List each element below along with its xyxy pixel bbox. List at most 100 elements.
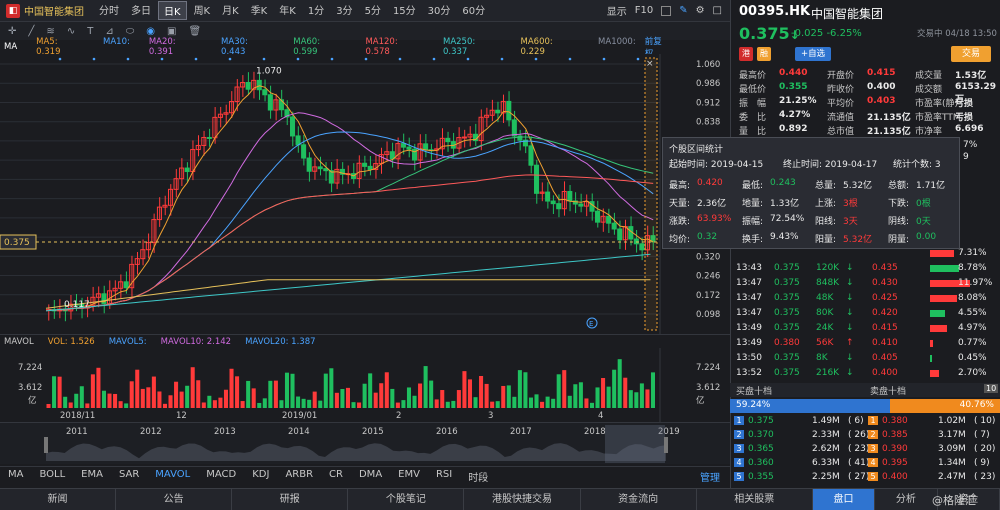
- period-tab[interactable]: 日K: [158, 1, 187, 20]
- display-menu[interactable]: 显示: [606, 7, 627, 18]
- candle-body[interactable]: [229, 101, 235, 114]
- candle-body[interactable]: [500, 100, 506, 114]
- bottom-tab[interactable]: 资金: [938, 489, 1000, 510]
- candle-body[interactable]: [328, 170, 334, 184]
- event-marker-icon[interactable]: [160, 57, 164, 61]
- bottom-tab[interactable]: 公告: [116, 489, 233, 510]
- candle-body[interactable]: [423, 143, 429, 151]
- depth-toggle[interactable]: 10: [984, 384, 999, 393]
- candle-body[interactable]: [217, 113, 223, 118]
- period-tab[interactable]: 30分: [427, 6, 451, 17]
- indicator-tab[interactable]: 时段: [468, 473, 489, 484]
- sell-price[interactable]: 0.385: [882, 430, 908, 440]
- bottom-tab[interactable]: 分析: [875, 489, 938, 510]
- candle-body[interactable]: [90, 296, 96, 306]
- ma-indicator-label[interactable]: MA: [4, 42, 18, 52]
- candle-body[interactable]: [267, 94, 273, 111]
- candle-body[interactable]: [412, 148, 418, 161]
- indicator-tab[interactable]: RSI: [435, 469, 453, 480]
- event-marker-icon[interactable]: [398, 57, 402, 61]
- bottom-tab[interactable]: 新闻: [0, 489, 117, 510]
- candle-body[interactable]: [339, 168, 345, 175]
- range-selection[interactable]: [644, 57, 658, 331]
- candle-body[interactable]: [461, 136, 467, 139]
- indicator-tab[interactable]: CR: [329, 469, 343, 480]
- timeline-left-handle[interactable]: [44, 437, 48, 453]
- settings-icon[interactable]: ⚙: [695, 5, 705, 16]
- event-marker-icon[interactable]: [534, 57, 538, 61]
- candle-body[interactable]: [145, 242, 151, 251]
- candle-body[interactable]: [406, 146, 412, 150]
- candle-body[interactable]: [517, 135, 523, 141]
- event-marker-icon[interactable]: [568, 57, 572, 61]
- candle-body[interactable]: [173, 178, 179, 190]
- candle-body[interactable]: [201, 136, 207, 146]
- candle-body[interactable]: [617, 228, 623, 241]
- event-marker-icon[interactable]: [432, 57, 436, 61]
- candle-body[interactable]: [522, 139, 528, 147]
- candle-body[interactable]: [400, 143, 406, 148]
- text-tool-icon[interactable]: T: [87, 25, 94, 37]
- candle-body[interactable]: [184, 167, 190, 173]
- indicator-tab[interactable]: EMA: [81, 469, 103, 480]
- checkbox-icon[interactable]: [661, 5, 672, 16]
- period-tab[interactable]: 3分: [336, 6, 353, 17]
- bottom-tab[interactable]: 港股快捷交易: [464, 489, 581, 510]
- candle-body[interactable]: [284, 109, 290, 118]
- bottom-tab[interactable]: 个股笔记: [348, 489, 465, 510]
- candle-body[interactable]: [556, 203, 562, 210]
- candle-body[interactable]: [417, 143, 423, 161]
- candle-body[interactable]: [168, 188, 174, 206]
- candle-body[interactable]: [545, 191, 551, 202]
- period-tab[interactable]: 1分: [307, 6, 325, 17]
- channel-tool-icon[interactable]: ≋: [46, 25, 55, 37]
- candle-body[interactable]: [356, 162, 362, 179]
- indicator-tab[interactable]: KDJ: [252, 469, 270, 480]
- sell-price[interactable]: 0.400: [882, 472, 908, 482]
- candle-body[interactable]: [644, 235, 650, 251]
- candle-body[interactable]: [595, 210, 601, 223]
- buy-price[interactable]: 0.355: [748, 472, 774, 482]
- candle-body[interactable]: [95, 293, 101, 298]
- indicator-tab[interactable]: SAR: [118, 469, 140, 480]
- volume-chart[interactable]: 7.224 7.224 3.612 3.612 亿 亿 2018/11 12 2019/01 2 3…: [0, 348, 730, 422]
- period-tab[interactable]: 季K: [250, 6, 268, 17]
- candle-body[interactable]: [273, 99, 279, 111]
- candle-body[interactable]: [633, 238, 639, 245]
- candle-body[interactable]: [123, 281, 129, 289]
- candle-body[interactable]: [112, 287, 118, 292]
- event-marker-icon[interactable]: [262, 57, 266, 61]
- ruler-icon[interactable]: ⊿: [105, 25, 114, 37]
- candle-body[interactable]: [101, 293, 107, 305]
- candle-body[interactable]: [456, 137, 462, 149]
- candle-body[interactable]: [583, 201, 589, 207]
- candle-body[interactable]: [467, 133, 473, 138]
- period-tab[interactable]: 5分: [364, 6, 381, 17]
- candle-body[interactable]: [223, 112, 229, 115]
- delete-icon[interactable]: 🗑: [188, 25, 202, 37]
- bottom-tab[interactable]: 研报: [232, 489, 349, 510]
- candle-body[interactable]: [534, 164, 540, 194]
- sell-price[interactable]: 0.380: [882, 416, 908, 426]
- candle-body[interactable]: [323, 168, 329, 172]
- candle-body[interactable]: [256, 79, 262, 91]
- candle-body[interactable]: [445, 137, 451, 143]
- candle-body[interactable]: [68, 303, 74, 312]
- save-icon[interactable]: ▣: [166, 25, 177, 37]
- candle-body[interactable]: [295, 135, 301, 146]
- candle-body[interactable]: [478, 116, 484, 142]
- candle-body[interactable]: [367, 165, 373, 171]
- candle-body[interactable]: [317, 166, 323, 170]
- event-marker-icon[interactable]: [126, 57, 130, 61]
- event-e-icon[interactable]: [586, 317, 598, 329]
- ellipse-icon[interactable]: ⬭: [125, 25, 135, 37]
- candle-body[interactable]: [129, 263, 135, 289]
- candle-body[interactable]: [611, 222, 617, 230]
- f10-button[interactable]: F10: [634, 5, 654, 16]
- timeline-right-handle[interactable]: [664, 437, 668, 453]
- candle-body[interactable]: [578, 203, 584, 207]
- candle-body[interactable]: [301, 144, 307, 159]
- buy-price[interactable]: 0.370: [748, 430, 774, 440]
- candle-body[interactable]: [240, 82, 246, 88]
- period-tab[interactable]: 月K: [222, 6, 239, 17]
